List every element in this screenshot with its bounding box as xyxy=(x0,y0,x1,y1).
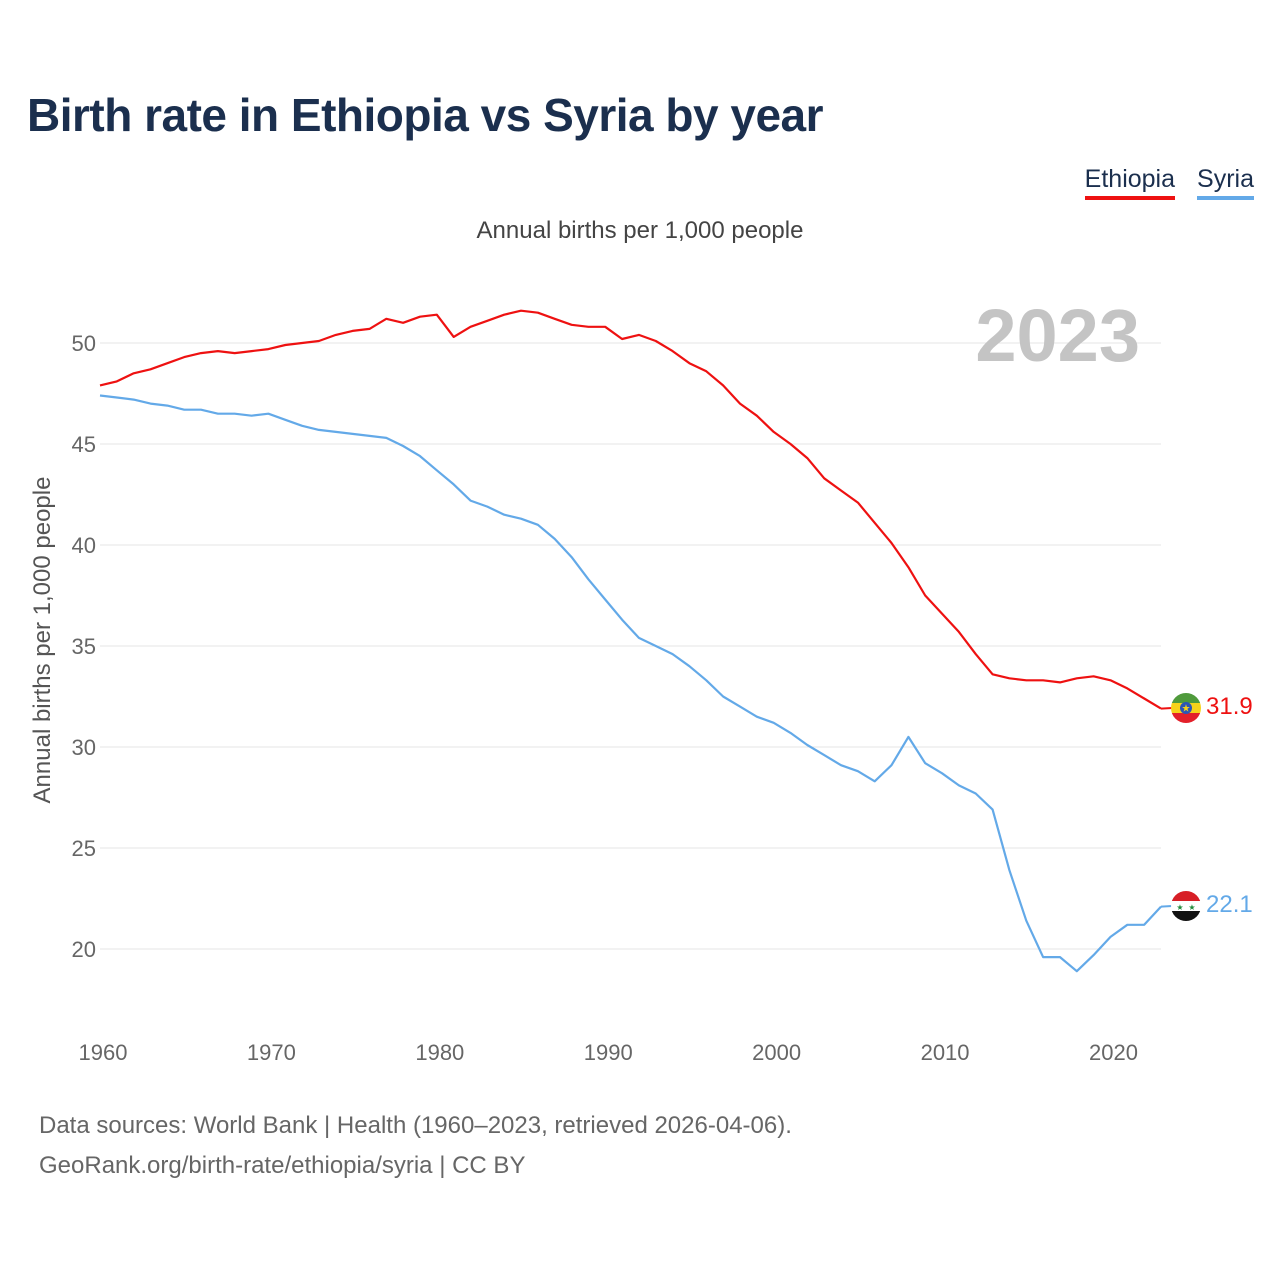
footer: Data sources: World Bank | Health (1960–… xyxy=(39,1106,792,1186)
series-line-ethiopia xyxy=(99,309,1162,710)
y-tick-label: 20 xyxy=(72,937,96,962)
y-tick-label: 45 xyxy=(72,432,96,457)
x-tick-label: 2000 xyxy=(752,1040,801,1065)
chart-subtitle: Annual births per 1,000 people xyxy=(476,217,804,244)
ethiopia-flag-icon: ★ xyxy=(1171,693,1201,723)
footer-sources: Data sources: World Bank | Health (1960–… xyxy=(39,1112,792,1139)
y-tick-label: 35 xyxy=(72,634,96,659)
x-tick-label: 1960 xyxy=(79,1040,128,1065)
series-connector xyxy=(1160,905,1173,908)
syria-end-value: 22.1 xyxy=(1206,891,1253,918)
year-badge: 2023 xyxy=(975,294,1140,377)
x-tick-label: 2010 xyxy=(921,1040,970,1065)
series-line-syria xyxy=(99,394,1162,973)
x-tick-label: 1980 xyxy=(415,1040,464,1065)
y-tick-label: 25 xyxy=(72,836,96,861)
footer-credit: GeoRank.org/birth-rate/ethiopia/syria | … xyxy=(39,1152,526,1179)
svg-text:★: ★ xyxy=(1176,903,1183,912)
x-tick-label: 1990 xyxy=(584,1040,633,1065)
y-axis-label: Annual births per 1,000 people xyxy=(29,477,56,804)
y-tick-label: 50 xyxy=(72,331,96,356)
svg-text:★: ★ xyxy=(1188,903,1195,912)
x-tick-label: 1970 xyxy=(247,1040,296,1065)
y-tick-label: 30 xyxy=(72,735,96,760)
y-tick-label: 40 xyxy=(72,533,96,558)
syria-flag-icon: ★ ★ xyxy=(1171,891,1201,921)
series-connector xyxy=(1160,707,1173,710)
legend-item-syria[interactable]: Syria xyxy=(1197,165,1254,200)
x-tick-label: 2020 xyxy=(1089,1040,1138,1065)
chart-title: Birth rate in Ethiopia vs Syria by year xyxy=(27,89,824,141)
legend: Ethiopia Syria xyxy=(1084,165,1254,200)
svg-text:★: ★ xyxy=(1182,704,1191,715)
ethiopia-end-value: 31.9 xyxy=(1206,693,1253,720)
legend-item-ethiopia[interactable]: Ethiopia xyxy=(1084,165,1176,200)
